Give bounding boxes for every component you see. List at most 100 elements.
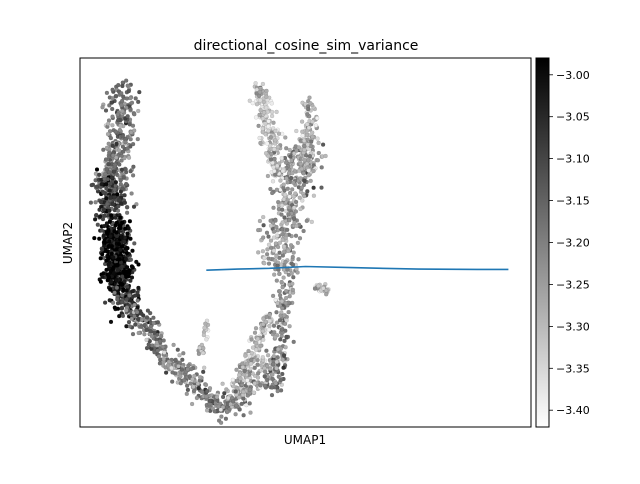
- scatter-point-1744: [271, 205, 276, 210]
- scatter-point-1310: [195, 381, 201, 386]
- scatter-point-204: [118, 123, 123, 128]
- scatter-point-2204: [280, 168, 285, 174]
- scatter-point-1972: [281, 249, 287, 254]
- scatter-point-567: [112, 187, 117, 192]
- scatter-point-1136: [135, 316, 141, 322]
- scatter-point-1049: [110, 300, 116, 305]
- scatter-point-477: [102, 213, 107, 218]
- scatter-point-2364: [306, 173, 311, 178]
- scatter-point-2062: [298, 206, 303, 212]
- scatter-point-325: [121, 149, 126, 154]
- scatter-point-2236: [269, 109, 275, 115]
- scatter-point-1994: [309, 219, 314, 225]
- scatter-point-2222: [257, 135, 262, 141]
- scatter-point-1197: [237, 407, 242, 412]
- scatter-point-1974: [274, 224, 279, 230]
- scatter-point-1633: [282, 321, 288, 327]
- scatter-point-2369: [305, 122, 310, 127]
- scatter-point-693: [117, 197, 122, 203]
- scatter-point-864: [107, 219, 112, 225]
- scatter-point-612: [99, 181, 104, 187]
- scatter-point-1532: [247, 401, 252, 406]
- scatter-point-704: [109, 175, 115, 181]
- scatter-point-1353: [216, 404, 221, 409]
- scatter-point-2377: [306, 106, 311, 112]
- scatter-point-2136: [253, 115, 259, 120]
- scatter-point-1720: [277, 289, 282, 294]
- scatter-point-2037: [266, 242, 272, 247]
- scatter-point-302: [106, 121, 111, 126]
- scatter-point-236: [115, 112, 120, 117]
- scatter-point-2374: [301, 171, 306, 176]
- scatter-point-1465: [244, 402, 249, 408]
- scatter-point-1680: [268, 366, 273, 372]
- scatter-point-2283: [306, 146, 311, 151]
- scatter-point-1664: [281, 353, 287, 358]
- scatter-point-1177: [152, 330, 157, 335]
- scatter-point-1357: [207, 398, 213, 403]
- scatter-point-2489: [244, 361, 250, 366]
- scatter-point-1013: [118, 223, 123, 229]
- scatter-point-2234: [269, 113, 275, 119]
- scatter-point-1975: [305, 189, 310, 194]
- scatter-point-1359: [210, 406, 215, 411]
- scatter-point-1575: [282, 338, 287, 344]
- scatter-point-593: [107, 208, 112, 214]
- scatter-point-660: [128, 257, 134, 262]
- scatter-point-1010: [105, 231, 110, 237]
- scatter-point-557: [116, 204, 121, 209]
- scatter-point-1092: [152, 350, 157, 355]
- scatter-point-2021: [292, 220, 297, 225]
- scatter-point-1351: [197, 375, 203, 380]
- scatter-point-1938: [272, 229, 277, 234]
- colorbar-ticks: −3.00 −3.05 −3.10 −3.15 −3.20 −3.25 −3.30 −3.35…: [549, 69, 590, 417]
- scatter-point-331: [120, 144, 126, 149]
- scatter-point-1557: [260, 355, 265, 360]
- scatter-point-1131: [119, 299, 125, 305]
- scatter-point-2508: [254, 340, 259, 346]
- scatter-point-1510: [225, 409, 230, 414]
- scatter-point-2495: [253, 347, 259, 352]
- scatter-point-722: [113, 215, 118, 220]
- scatter-point-2061: [282, 215, 287, 220]
- scatter-point-299: [104, 145, 110, 151]
- scatter-point-267: [113, 94, 119, 99]
- scatter-point-970: [113, 263, 118, 268]
- scatter-point-1006: [116, 241, 122, 247]
- scatter-point-685: [135, 290, 140, 295]
- scatter-point-2569: [316, 283, 321, 288]
- scatter-point-1999: [285, 186, 290, 191]
- scatter-point-2410: [252, 330, 258, 335]
- scatter-point-2376: [310, 134, 315, 139]
- scatter-point-1993: [262, 255, 267, 261]
- scatter-point-227: [132, 112, 137, 117]
- scatter-point-2530: [202, 325, 207, 330]
- scatter-point-307: [106, 161, 111, 167]
- scatter-point-1201: [178, 374, 183, 379]
- scatter-point-1135: [150, 343, 155, 348]
- scatter-point-2046: [290, 171, 295, 176]
- scatter-point-1296: [194, 395, 200, 401]
- scatter-point-1903: [268, 186, 273, 192]
- scatter-point-1983: [268, 223, 274, 228]
- scatter-point-2531: [201, 346, 206, 351]
- scatter-point-1302: [162, 350, 167, 355]
- scatter-point-2492: [243, 353, 248, 358]
- scatter-point-2003: [293, 209, 299, 214]
- scatter-point-2027: [274, 254, 279, 259]
- scatter-point-620: [125, 205, 130, 210]
- scatter-point-2247: [265, 141, 270, 146]
- scatter-point-2060: [286, 212, 291, 217]
- scatter-point-1714: [280, 306, 285, 311]
- scatter-point-1274: [207, 386, 213, 391]
- scatter-point-1137: [139, 324, 144, 330]
- scatter-point-1775: [284, 146, 289, 151]
- scatter-point-226: [110, 87, 115, 92]
- scatter-point-203: [107, 150, 112, 155]
- scatter-point-1329: [184, 383, 190, 388]
- scatter-point-1386: [255, 371, 261, 376]
- scatter-point-858: [129, 264, 135, 269]
- scatter-point-2226: [272, 147, 277, 152]
- scatter-point-1199: [188, 381, 193, 386]
- scatter-point-2353: [299, 166, 304, 172]
